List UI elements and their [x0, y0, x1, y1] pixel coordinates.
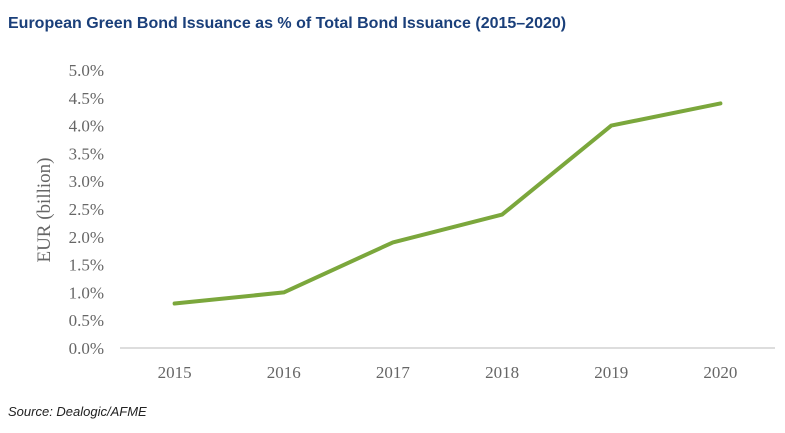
chart-title: European Green Bond Issuance as % of Tot… [8, 15, 566, 32]
y-tick-label: 4.5% [69, 89, 104, 108]
x-tick-label: 2017 [376, 363, 411, 382]
y-tick-label: 4.0% [69, 117, 104, 136]
y-tick-label: 2.0% [69, 228, 104, 247]
y-axis-label: EUR (billion) [34, 157, 55, 262]
x-tick-label: 2019 [594, 363, 628, 382]
x-tick-label: 2015 [158, 363, 192, 382]
y-tick-label: 1.0% [69, 283, 104, 302]
y-tick-label: 0.0% [69, 339, 104, 358]
x-tick-label: 2020 [703, 363, 737, 382]
y-tick-label: 5.0% [69, 61, 104, 80]
x-tick-label: 2016 [267, 363, 301, 382]
y-tick-label: 2.5% [69, 200, 104, 219]
y-tick-label: 3.0% [69, 172, 104, 191]
y-tick-label: 3.5% [69, 144, 104, 163]
x-tick-label: 2018 [485, 363, 519, 382]
source-note: Source: Dealogic/AFME [8, 404, 147, 419]
y-tick-label: 1.5% [69, 256, 104, 275]
data-line [172, 101, 723, 306]
y-tick-label: 0.5% [69, 311, 104, 330]
